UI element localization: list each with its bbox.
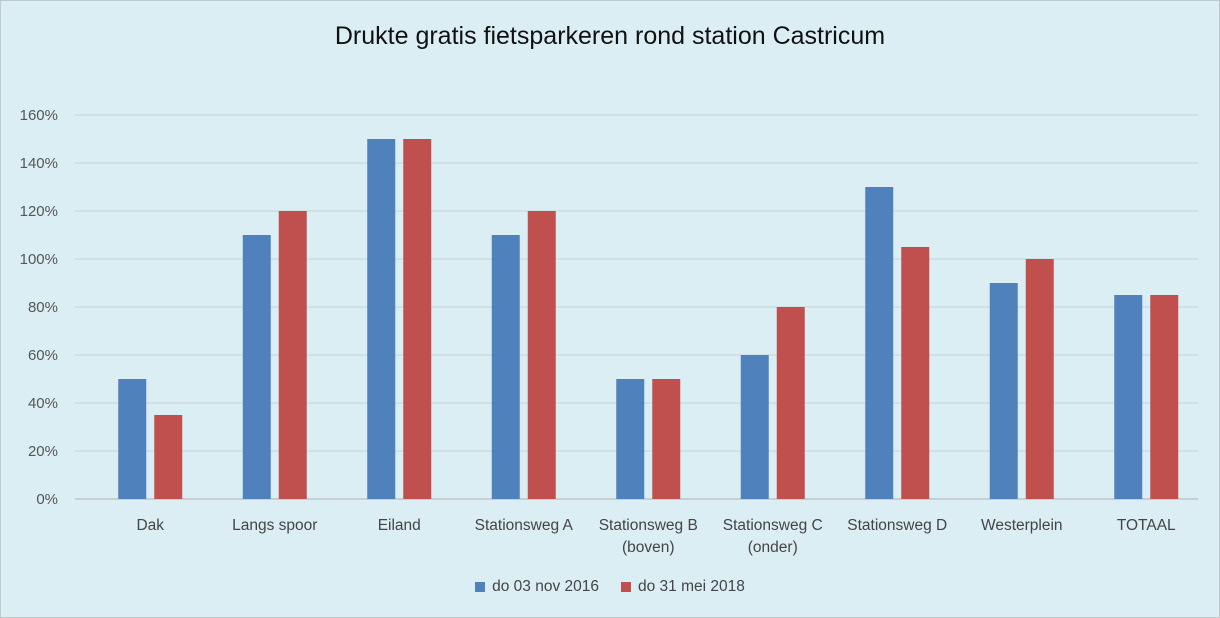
- x-category-label: Stationsweg A: [475, 517, 574, 534]
- bar-series-2: [278, 211, 307, 499]
- legend-label: do 31 mei 2018: [638, 578, 745, 595]
- bar-series-2: [527, 211, 556, 499]
- y-tick-label: 20%: [28, 443, 58, 460]
- bar-series-2: [901, 247, 930, 499]
- x-category-label: Stationsweg D: [847, 517, 947, 534]
- x-category-label: Westerplein: [981, 517, 1063, 534]
- bar-series-2: [154, 415, 183, 499]
- x-category-label: Langs spoor: [232, 517, 317, 534]
- bar-series-1: [865, 187, 894, 499]
- x-category-label: Stationsweg B: [599, 517, 698, 534]
- y-tick-label: 120%: [20, 203, 58, 220]
- y-tick-label: 80%: [28, 299, 58, 316]
- legend-item-series-1: do 03 nov 2016: [475, 578, 599, 596]
- y-tick-label: 100%: [20, 251, 58, 268]
- bar-series-1: [1114, 295, 1143, 499]
- x-category-label: (boven): [622, 539, 675, 556]
- x-category-label: TOTAAL: [1117, 517, 1176, 534]
- bar-series-1: [989, 283, 1018, 499]
- bar-series-1: [491, 235, 520, 499]
- bar-series-2: [1150, 295, 1179, 499]
- bar-series-1: [118, 379, 147, 499]
- chart-legend: do 03 nov 2016 do 31 mei 2018: [0, 578, 1220, 596]
- bar-series-1: [242, 235, 271, 499]
- x-category-label: (onder): [748, 539, 798, 556]
- y-tick-label: 0%: [36, 491, 58, 508]
- x-category-label: Stationsweg C: [723, 517, 823, 534]
- bar-series-2: [403, 139, 432, 499]
- chart-title: Drukte gratis fietsparkeren rond station…: [334, 22, 886, 50]
- bar-series-2: [776, 307, 805, 499]
- y-tick-label: 60%: [28, 347, 58, 364]
- legend-item-series-2: do 31 mei 2018: [621, 578, 745, 596]
- bar-series-1: [740, 355, 769, 499]
- x-category-label: Dak: [136, 517, 164, 534]
- y-tick-label: 140%: [20, 155, 58, 172]
- y-tick-label: 40%: [28, 395, 58, 412]
- legend-swatch: [475, 582, 486, 592]
- legend-label: do 03 nov 2016: [492, 578, 599, 595]
- bar-series-2: [1025, 259, 1054, 499]
- bar-series-1: [616, 379, 645, 499]
- bar-series-1: [367, 139, 396, 499]
- x-category-label: Eiland: [378, 517, 421, 534]
- legend-swatch: [621, 582, 631, 592]
- bar-series-2: [652, 379, 681, 499]
- y-tick-label: 160%: [20, 107, 58, 124]
